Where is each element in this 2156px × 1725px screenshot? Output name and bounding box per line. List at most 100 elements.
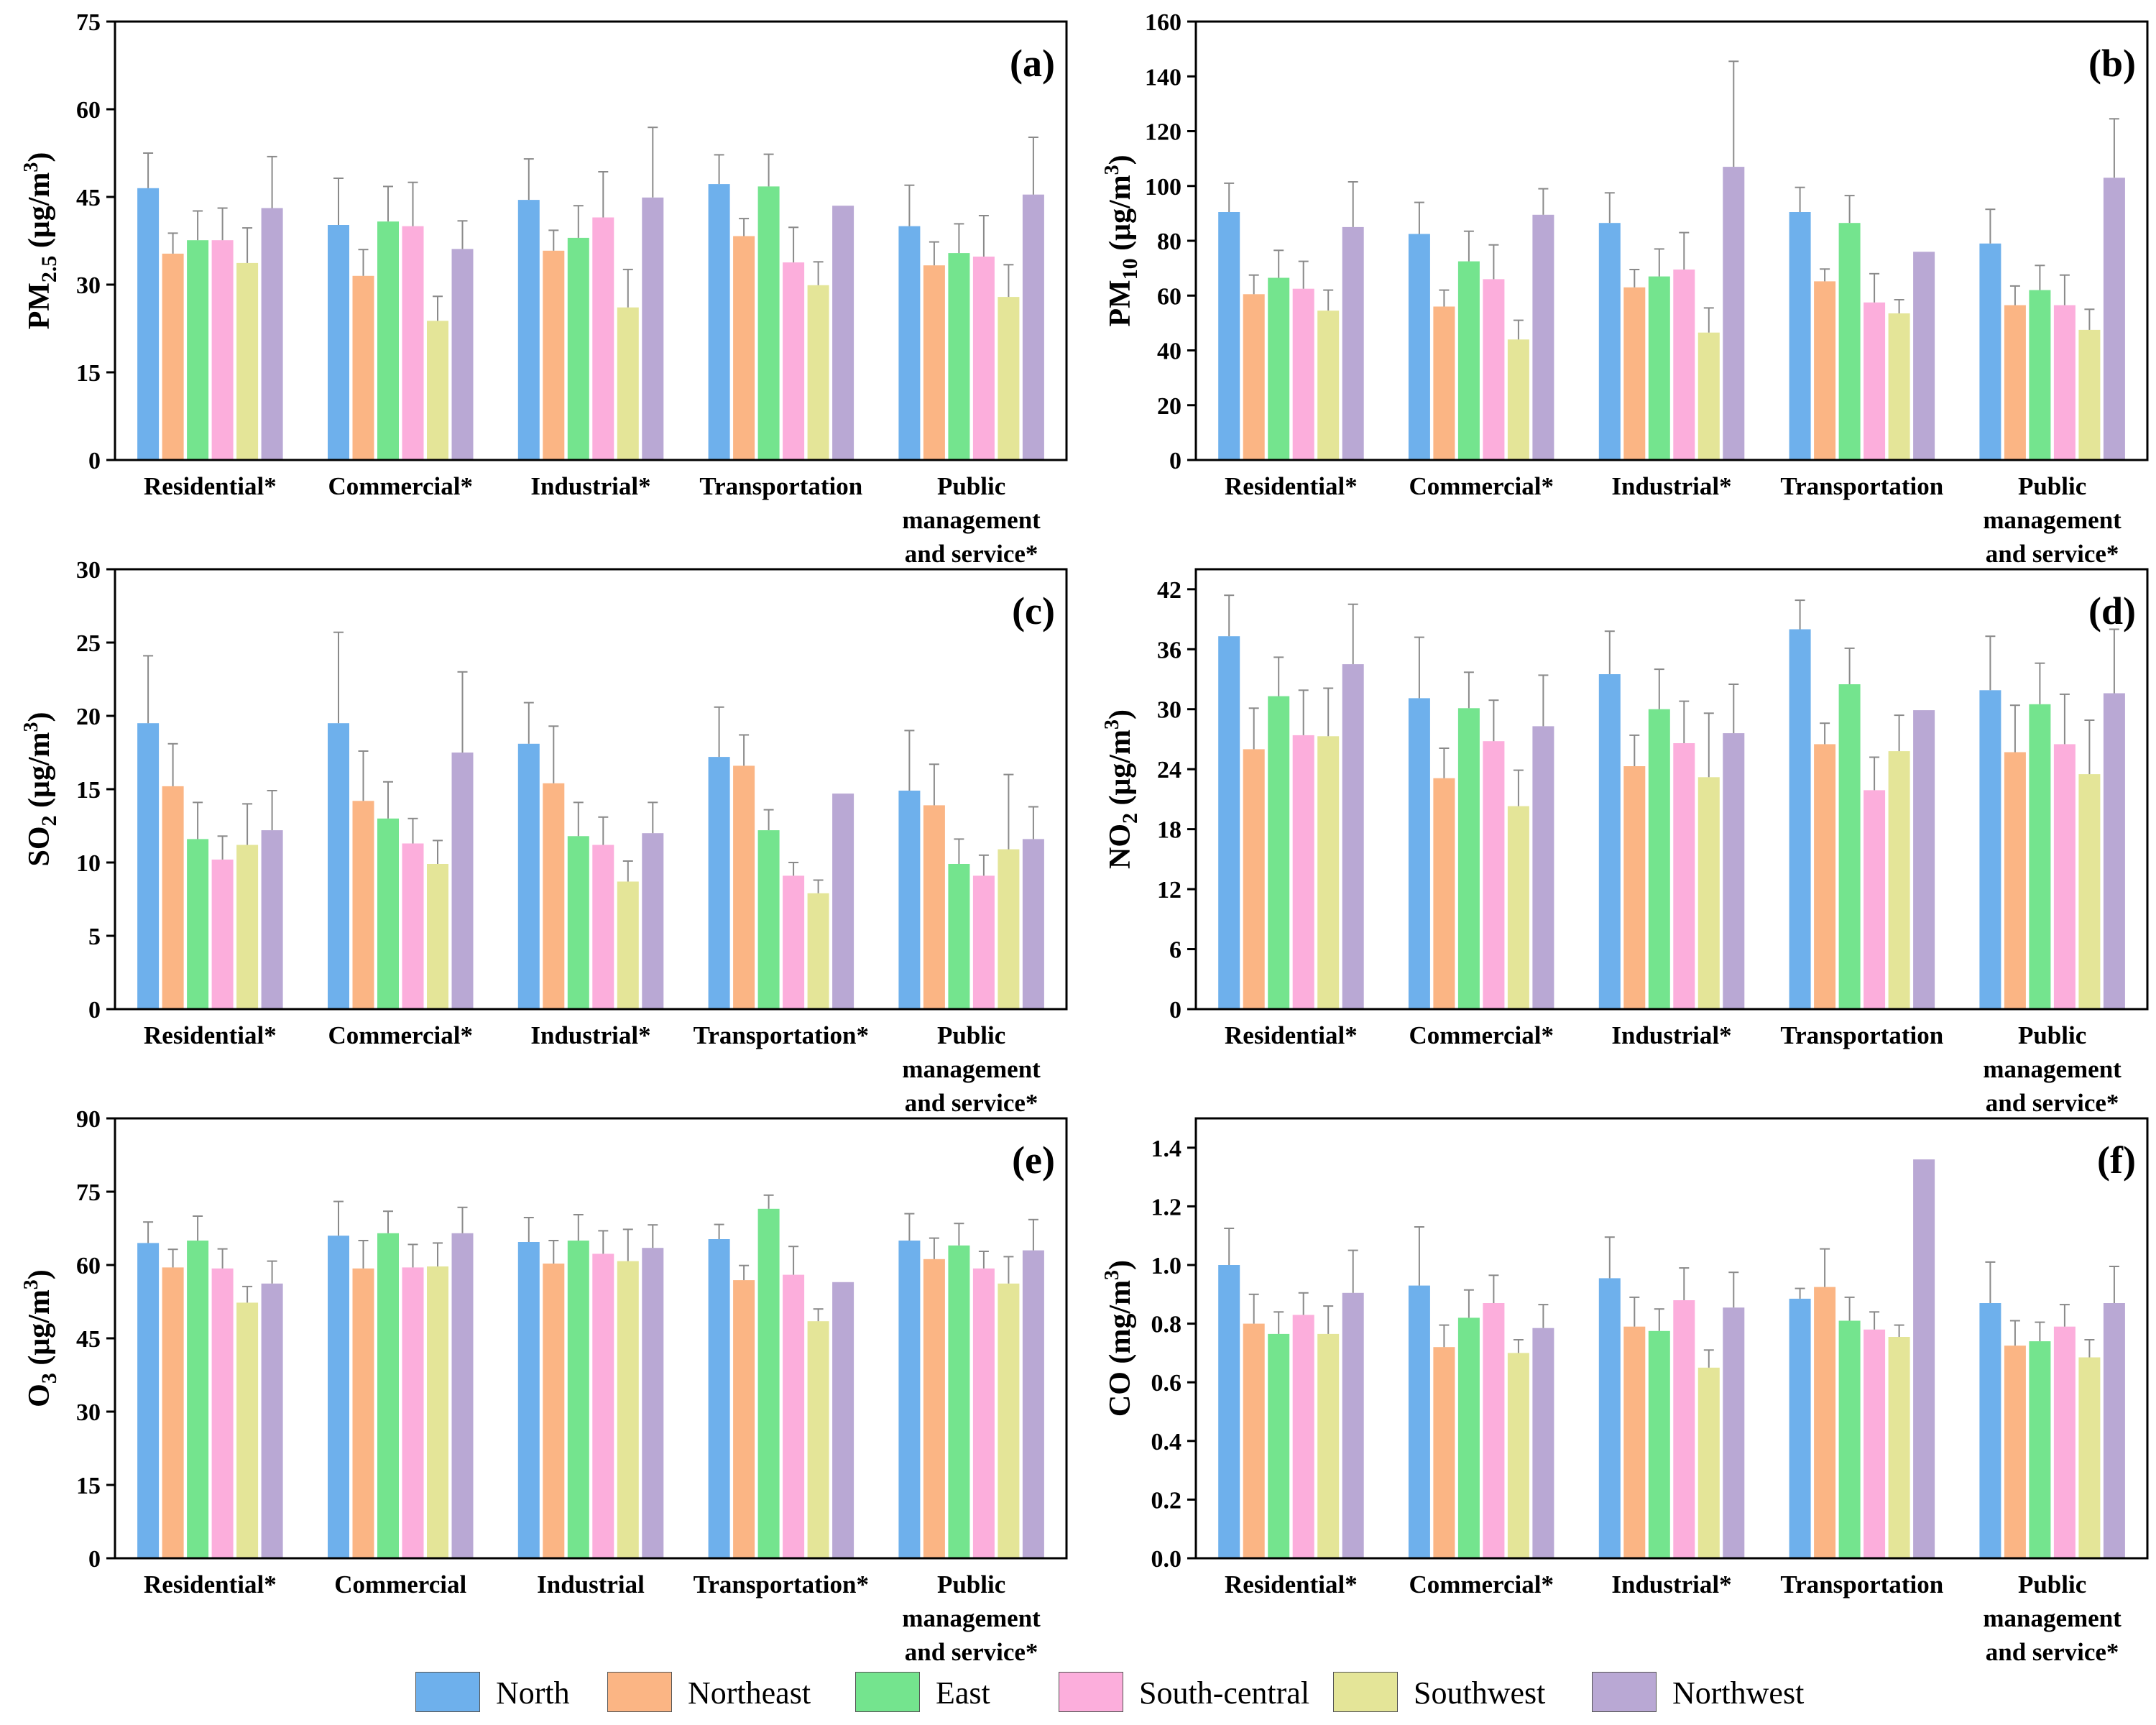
y-axis-title-main: O — [23, 1384, 56, 1407]
y-axis-title-main: SO — [23, 826, 56, 866]
category-label: Residential* — [144, 1021, 277, 1049]
panel-label: (b) — [2088, 42, 2136, 85]
y-tick-label: 10 — [76, 850, 101, 877]
bar-northwest — [1532, 1328, 1554, 1558]
category-label: Residential* — [1225, 472, 1358, 500]
y-axis-title-main: NO — [1104, 824, 1137, 869]
panel-label: (f) — [2097, 1138, 2136, 1182]
bar-northeast — [1433, 1347, 1455, 1558]
bar-north — [137, 723, 160, 1009]
bar-southwest — [1507, 806, 1529, 1009]
bar-northwest — [1342, 226, 1364, 460]
bar-east — [1457, 1317, 1480, 1558]
bar-northwest — [832, 1282, 854, 1558]
y-tick-label: 45 — [76, 185, 101, 211]
bar-south-central — [1673, 1300, 1695, 1558]
bar-southwest — [1507, 1353, 1529, 1558]
bar-southwest — [998, 297, 1020, 460]
bar-northeast — [162, 253, 184, 460]
legend-label: Northeast — [688, 1675, 811, 1711]
bar-north — [328, 723, 349, 1009]
panel-label: (d) — [2088, 589, 2136, 632]
bar-north — [1598, 1278, 1621, 1558]
bar-northwest — [451, 1233, 474, 1558]
bar-southwest — [617, 881, 639, 1009]
category-label: Transportation — [1780, 1021, 1943, 1049]
y-axis-title: CO (mg/m3) — [1101, 1260, 1137, 1417]
y-tick-label: 40 — [1157, 339, 1181, 365]
bar-southwest — [2078, 774, 2101, 1009]
y-tick-label: 0 — [88, 448, 101, 474]
y-tick-label: 15 — [76, 777, 101, 804]
bar-southwest — [807, 285, 829, 460]
bar-north — [1979, 690, 2001, 1009]
bar-north — [1218, 212, 1240, 460]
bar-south-central — [211, 240, 234, 460]
category-label: and service* — [1986, 1638, 2119, 1666]
bar-northeast — [1433, 778, 1455, 1009]
y-tick-label: 75 — [76, 1179, 101, 1206]
y-tick-label: 25 — [76, 630, 101, 657]
bar-southwest — [1317, 1333, 1340, 1558]
bar-northeast — [1623, 1326, 1646, 1558]
bar-northeast — [2004, 752, 2026, 1009]
y-axis-title-close: ) — [1104, 1260, 1137, 1270]
y-tick-label: 18 — [1157, 817, 1181, 844]
bar-east — [948, 864, 970, 1009]
y-axis-title-main: PM — [23, 282, 56, 329]
y-tick-label: 24 — [1157, 757, 1181, 783]
bar-north — [1218, 636, 1240, 1009]
bar-south-central — [1864, 790, 1886, 1009]
bar-south-central — [1483, 1303, 1505, 1558]
bar-northwest — [1723, 733, 1745, 1009]
bar-east — [1268, 1333, 1290, 1558]
y-axis-title-unit: (μg/m — [23, 172, 56, 256]
bar-northeast — [1243, 294, 1265, 460]
category-label: Commercial* — [1409, 1570, 1554, 1598]
bar-south-central — [2053, 1326, 2076, 1558]
bar-south-central — [1292, 288, 1314, 460]
bar-east — [567, 1241, 589, 1558]
bar-northeast — [352, 801, 374, 1009]
bar-east — [948, 253, 970, 460]
bar-northeast — [1623, 766, 1646, 1009]
panel-label: (a) — [1010, 42, 1055, 85]
bar-north — [708, 184, 730, 460]
bar-east — [567, 836, 589, 1009]
y-tick-label: 30 — [76, 557, 101, 584]
y-axis-title-sup: 3 — [20, 162, 42, 172]
bar-northeast — [162, 1267, 184, 1558]
bar-southwest — [1888, 1337, 1910, 1558]
category-label: Residential* — [144, 472, 277, 500]
y-tick-label: 6 — [1169, 937, 1181, 964]
bar-south-central — [592, 217, 614, 460]
bar-northwest — [1532, 726, 1554, 1009]
category-label: Commercial* — [328, 472, 473, 500]
bar-north — [137, 188, 160, 460]
bar-northwest — [1723, 167, 1745, 460]
bar-southwest — [1888, 313, 1910, 460]
y-tick-label: 15 — [76, 1473, 101, 1499]
bar-east — [187, 240, 209, 460]
y-tick-label: 60 — [1157, 283, 1181, 310]
bar-south-central — [592, 845, 614, 1009]
bar-northeast — [1623, 287, 1646, 460]
bar-southwest — [236, 845, 259, 1009]
bar-north — [1979, 243, 2001, 460]
y-axis-title-close: ) — [23, 712, 56, 722]
bar-northeast — [733, 1280, 755, 1558]
bar-north — [1408, 1285, 1430, 1558]
bar-northeast — [1243, 1323, 1265, 1558]
bar-north — [708, 1239, 730, 1558]
bar-southwest — [427, 1266, 448, 1558]
bar-northeast — [543, 1264, 565, 1558]
panel-f: 0.0 0.2 0.4 0.6 0.8 1.0 1.2 1.4 Residential* Comm… — [1101, 1117, 2149, 1666]
bar-south-central — [592, 1254, 614, 1558]
bar-northeast — [543, 250, 565, 460]
bar-northeast — [543, 783, 565, 1009]
y-tick-label: 0.6 — [1151, 1370, 1182, 1397]
bar-south-central — [211, 1268, 234, 1558]
category-label: Industrial — [537, 1570, 645, 1598]
bar-northeast — [733, 236, 755, 460]
bar-south-central — [402, 1267, 424, 1558]
